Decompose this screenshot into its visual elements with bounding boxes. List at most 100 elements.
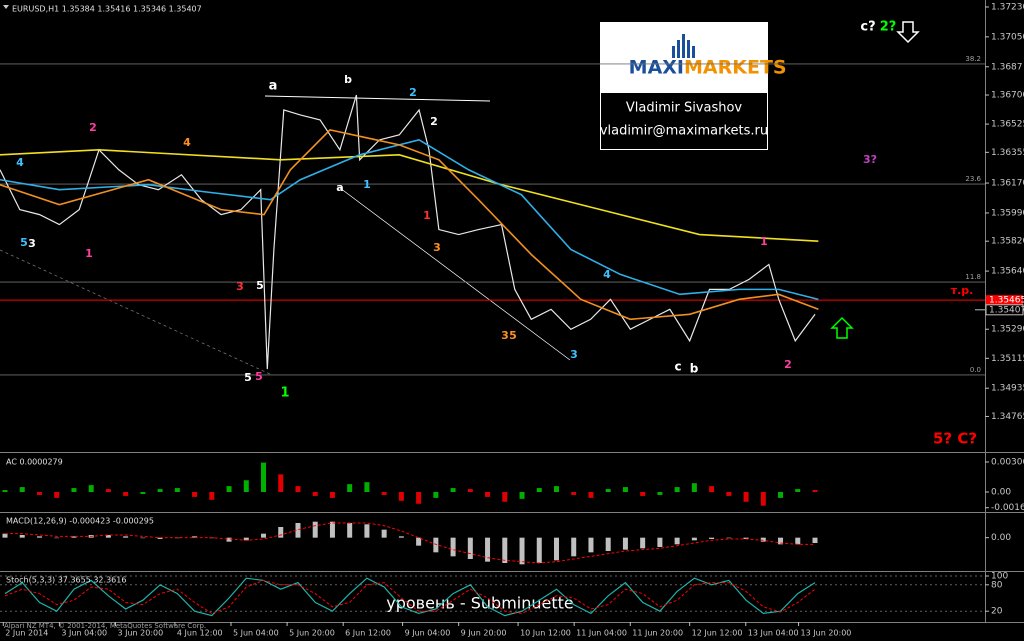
symbol-marker bbox=[3, 5, 9, 9]
y-tick-label: 1.3687 bbox=[991, 62, 1023, 72]
x-tick-label: 13 Jun 20:00 bbox=[801, 629, 852, 638]
y-tick-label: -0.001605 bbox=[991, 503, 1024, 513]
histogram-bar bbox=[2, 490, 8, 492]
y-tick-label: 1.34765 bbox=[991, 412, 1024, 422]
histogram-bar bbox=[709, 486, 715, 492]
histogram-bar bbox=[691, 537, 697, 541]
x-tick-label: 6 Jun 12:00 bbox=[345, 629, 391, 638]
wave-label: b bbox=[344, 73, 352, 86]
wave-label: 2 bbox=[409, 86, 417, 99]
histogram-bar bbox=[743, 537, 749, 539]
wave-label: 5 bbox=[509, 329, 517, 342]
histogram-bar bbox=[622, 537, 628, 550]
histogram-bar bbox=[19, 487, 25, 492]
histogram-bar bbox=[502, 537, 508, 563]
wave-label: b bbox=[690, 362, 699, 376]
histogram-bar bbox=[157, 489, 163, 492]
wave-label: c? bbox=[860, 20, 875, 35]
wave-label: 3 bbox=[570, 348, 578, 361]
histogram-bar bbox=[381, 529, 387, 538]
histogram-bar bbox=[709, 537, 715, 539]
trend-line bbox=[0, 249, 273, 376]
histogram-bar bbox=[71, 488, 77, 492]
histogram-bar bbox=[71, 536, 77, 538]
histogram-bar bbox=[812, 537, 818, 543]
histogram-bar bbox=[261, 533, 267, 538]
wave-label: 2 bbox=[430, 115, 438, 128]
panel-title: Stoch(5,3,3) 37.3655 32.3616 bbox=[6, 576, 126, 585]
histogram-bar bbox=[795, 489, 801, 492]
histogram-bar bbox=[36, 536, 42, 538]
wave-label: 2 bbox=[784, 358, 792, 371]
histogram-bar bbox=[416, 537, 422, 546]
wave-label: 3 bbox=[28, 237, 36, 250]
histogram-bar bbox=[123, 491, 129, 496]
histogram-bar bbox=[726, 491, 732, 496]
price-line bbox=[0, 94, 816, 370]
histogram-bar bbox=[485, 537, 491, 562]
histogram-bar bbox=[450, 488, 456, 492]
histogram-bar bbox=[571, 537, 577, 557]
y-tick-label: 1.36700 bbox=[991, 91, 1024, 101]
x-tick-label: 10 Jun 12:00 bbox=[520, 629, 571, 638]
wave-label: 2 bbox=[89, 121, 97, 134]
author-box bbox=[600, 92, 768, 150]
x-tick-label: 2 Jun 2014 bbox=[5, 629, 48, 638]
current-price-box bbox=[985, 304, 1024, 316]
histogram-bar bbox=[588, 491, 594, 498]
wave-label: 5 bbox=[255, 370, 263, 383]
histogram-bar bbox=[329, 491, 335, 498]
histogram-bar bbox=[485, 491, 491, 497]
histogram-bar bbox=[192, 491, 198, 497]
fib-label: 38.2 bbox=[965, 55, 981, 63]
wave-label: a bbox=[336, 181, 343, 194]
moving-average bbox=[0, 139, 819, 301]
x-tick-label: 3 Jun 20:00 bbox=[117, 629, 163, 638]
histogram-bar bbox=[398, 536, 404, 538]
fib-label: 23.6 bbox=[965, 175, 981, 183]
author-email: vladimir@maximarkets.ru bbox=[600, 124, 768, 139]
x-tick-label: 9 Jun 20:00 bbox=[461, 629, 507, 638]
histogram-bar bbox=[519, 537, 525, 565]
wave-label: 3 bbox=[433, 241, 441, 254]
wave-label: 1 bbox=[85, 247, 93, 260]
x-tick-label: 11 Jun 04:00 bbox=[576, 629, 627, 638]
y-tick-label: 1.35115 bbox=[991, 354, 1024, 364]
watermark: MAXI MARKETS Vladimir Sivashov vladimir@… bbox=[600, 22, 787, 150]
y-tick-label: 1.35290 bbox=[991, 325, 1024, 335]
price-level-label: 1.35465 bbox=[989, 296, 1024, 306]
histogram-bar bbox=[174, 488, 180, 492]
histogram-bar bbox=[553, 486, 559, 492]
histogram-bar bbox=[657, 537, 663, 547]
x-tick-label: 9 Jun 04:00 bbox=[405, 629, 451, 638]
x-tick-label: 12 Jun 12:00 bbox=[692, 629, 743, 638]
histogram-bar bbox=[312, 491, 318, 496]
y-tick-label: 20 bbox=[991, 607, 1003, 617]
wave-label: 1 bbox=[280, 386, 289, 401]
histogram-bar bbox=[347, 484, 353, 492]
histogram-bar bbox=[123, 536, 129, 538]
histogram-bar bbox=[88, 485, 94, 492]
histogram-bar bbox=[54, 537, 60, 539]
fib-label: 11.8 bbox=[965, 273, 981, 281]
histogram-bar bbox=[157, 537, 163, 539]
wave-label: 4 bbox=[183, 136, 191, 149]
histogram-bar bbox=[295, 486, 301, 492]
down-arrow bbox=[896, 21, 920, 44]
histogram-bar bbox=[622, 487, 628, 492]
brand-right: MARKETS bbox=[684, 57, 787, 79]
histogram-bar bbox=[433, 491, 439, 498]
y-tick-label: 1.36525 bbox=[991, 120, 1024, 130]
histogram-bar bbox=[536, 488, 542, 492]
wave-label: 5 bbox=[244, 371, 252, 384]
wave-label: 1 bbox=[423, 209, 431, 222]
y-tick-label: 80 bbox=[991, 580, 1003, 590]
y-tick-label: 1.37050 bbox=[991, 32, 1024, 42]
stoch-signal bbox=[4, 579, 816, 614]
histogram-bar bbox=[519, 491, 525, 499]
histogram-bar bbox=[312, 521, 318, 538]
histogram-bar bbox=[571, 491, 577, 495]
x-tick-label: 5 Jun 04:00 bbox=[233, 629, 279, 638]
